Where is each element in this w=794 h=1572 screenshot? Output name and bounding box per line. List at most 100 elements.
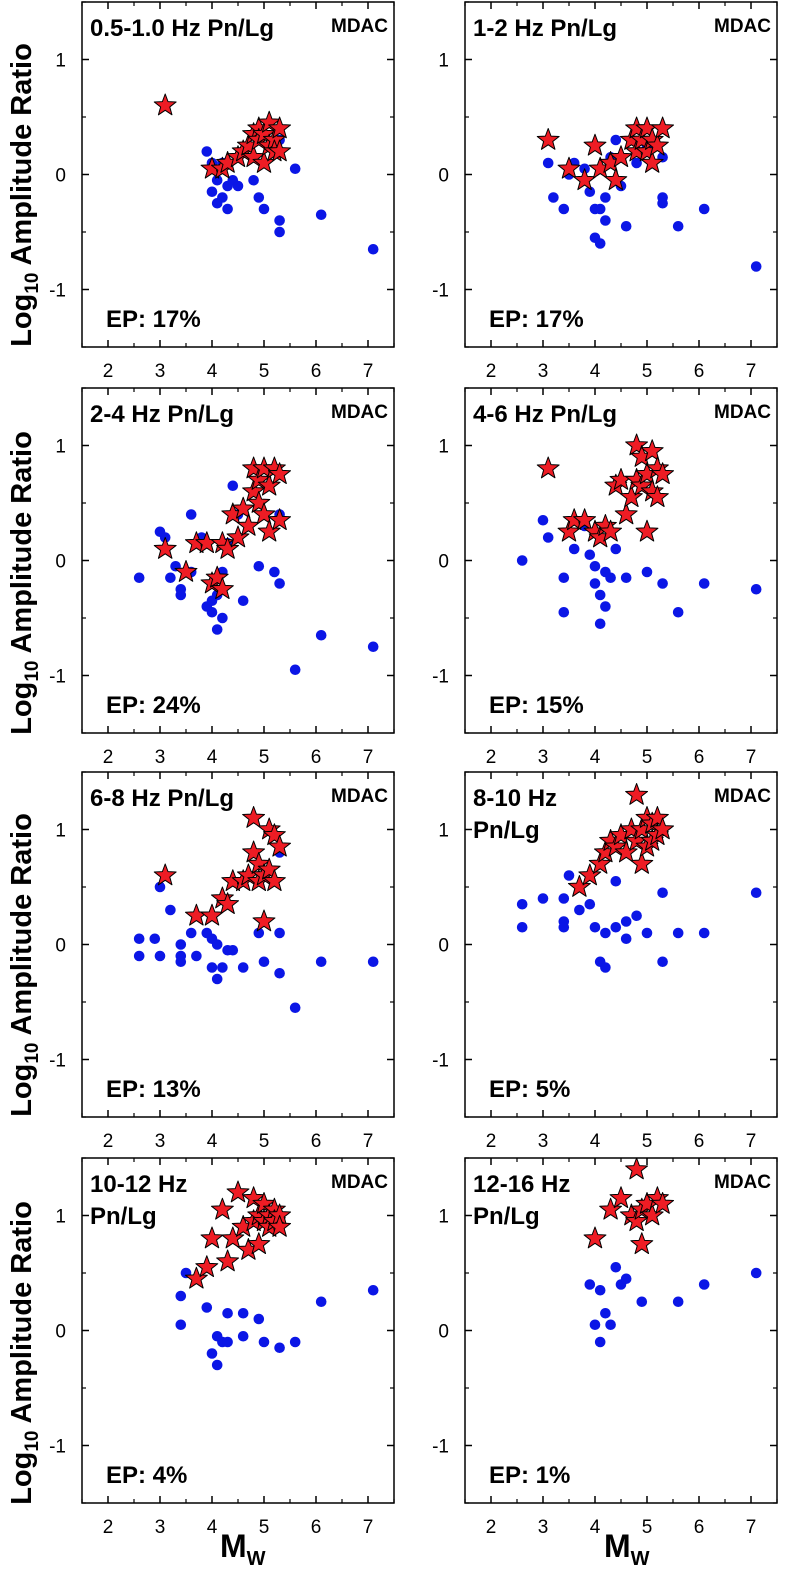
x-tick-label: 2 <box>103 747 114 768</box>
data-point-star <box>651 116 675 139</box>
data-point-star <box>604 168 628 191</box>
data-point-circle <box>610 134 622 146</box>
data-point-star <box>242 479 266 502</box>
data-point-circle <box>201 1302 213 1313</box>
data-point-circle <box>149 933 161 945</box>
scatter-panel-1: 2 3 4 5 6 7 -1 0 1 0.5-1.0 Hz Pn/Lg MDAC EP: 17% <box>49 1 395 382</box>
data-point-circle <box>589 1319 601 1331</box>
data-point-circle <box>222 1336 233 1348</box>
data-point-circle <box>289 163 301 175</box>
data-point-circle <box>253 192 265 203</box>
data-point-star <box>625 1157 649 1180</box>
data-point-circle <box>657 887 668 899</box>
scatter-panel-6: 2 3 4 5 6 7 -1 0 1 8-10 Hz Pn/Lg MDAC EP: 5% <box>432 771 778 1152</box>
y-axis-label-log: Log <box>6 1063 38 1117</box>
x-tick-label: 6 <box>694 1517 705 1538</box>
model-label: MDAC <box>714 1172 771 1193</box>
panel-title: 12-16 Hz <box>473 1171 570 1198</box>
data-point-star <box>567 875 591 897</box>
data-point-circle <box>154 950 166 962</box>
ep-annotation: EP: 5% <box>489 1076 570 1103</box>
x-axis-label-m: M <box>604 1528 631 1564</box>
data-point-circle <box>258 1336 270 1348</box>
x-tick-label: 5 <box>259 1517 270 1538</box>
data-point-circle <box>584 1279 596 1290</box>
data-point-circle <box>750 261 762 272</box>
data-point-circle <box>636 1296 648 1308</box>
data-point-star <box>200 1226 224 1249</box>
data-point-circle <box>589 578 601 589</box>
data-point-star <box>153 93 177 116</box>
model-label: MDAC <box>714 786 771 807</box>
y-tick-label: 0 <box>55 936 66 957</box>
data-point-circle <box>315 956 327 968</box>
data-point-circle <box>594 238 606 249</box>
data-point-star <box>630 473 654 496</box>
model-label: MDAC <box>331 402 388 423</box>
data-point-circle <box>217 192 228 203</box>
data-point-circle <box>154 881 166 893</box>
data-point-star <box>236 514 260 536</box>
data-point-circle <box>631 910 642 922</box>
data-point-star <box>268 1215 292 1237</box>
data-point-circle <box>289 1002 301 1014</box>
data-point-star <box>640 151 664 173</box>
data-point-circle <box>594 203 606 215</box>
data-point-star <box>609 1186 633 1209</box>
data-point-circle <box>600 192 611 203</box>
data-point-star <box>573 508 597 531</box>
x-axis-label-w: W <box>246 1548 266 1570</box>
data-point-circle <box>698 578 710 589</box>
scatter-panel-2: 2 3 4 5 6 7 -1 0 1 1-2 Hz Pn/Lg MDAC EP: 17% <box>432 1 778 382</box>
data-point-star <box>257 473 281 496</box>
x-tick-label: 7 <box>746 747 757 768</box>
x-tick-label: 7 <box>746 1131 757 1152</box>
data-point-star <box>226 1180 250 1203</box>
data-point-circle <box>211 174 223 186</box>
x-tick-label: 4 <box>207 361 218 382</box>
data-point-circle <box>563 870 575 881</box>
data-point-circle <box>175 589 187 601</box>
x-tick-label: 4 <box>590 747 601 768</box>
data-point-circle <box>274 215 285 226</box>
data-point-circle <box>657 956 668 968</box>
x-tick-label: 2 <box>486 1131 497 1152</box>
x-tick-label: 4 <box>207 1131 218 1152</box>
x-tick-label: 5 <box>259 747 270 768</box>
data-point-circle <box>641 566 653 578</box>
panel-title: Pn/Lg <box>90 1203 157 1230</box>
x-tick-label: 5 <box>259 361 270 382</box>
data-point-star <box>640 1203 664 1226</box>
y-axis-label-row-2: Log10 Amplitude Ratio <box>0 388 50 778</box>
scatter-panel-4: 2 3 4 5 6 7 -1 0 1 4-6 Hz Pn/Lg MDAC EP: 15% <box>432 387 778 768</box>
y-tick-label: -1 <box>49 1051 66 1072</box>
data-point-circle <box>206 606 218 618</box>
x-tick-label: 2 <box>103 1131 114 1152</box>
y-axis-label-text: Amplitude Ratio <box>6 813 38 1043</box>
data-point-circle <box>274 927 285 939</box>
data-point-star <box>242 806 266 828</box>
x-tick-label: 5 <box>642 1517 653 1538</box>
model-label: MDAC <box>331 16 388 37</box>
data-point-circle <box>657 578 668 589</box>
data-point-star <box>247 852 271 874</box>
y-axis-label-base: 10 <box>22 1430 43 1452</box>
data-point-circle <box>558 606 570 618</box>
y-tick-label: 1 <box>55 437 66 458</box>
data-point-circle <box>672 927 684 939</box>
data-point-star <box>573 168 597 191</box>
data-point-circle <box>222 1307 233 1319</box>
data-point-circle <box>620 220 632 232</box>
data-point-circle <box>211 1359 223 1371</box>
data-point-circle <box>253 1313 265 1325</box>
data-point-star <box>578 863 602 886</box>
x-tick-label: 2 <box>103 1517 114 1538</box>
data-point-circle <box>750 583 762 595</box>
plot-frame <box>81 1 395 348</box>
data-point-circle <box>165 904 176 916</box>
data-point-star <box>195 1255 219 1278</box>
data-point-circle <box>315 629 327 641</box>
x-tick-label: 6 <box>311 1131 322 1152</box>
data-point-star <box>252 122 276 145</box>
x-axis-label-w: W <box>630 1548 650 1570</box>
